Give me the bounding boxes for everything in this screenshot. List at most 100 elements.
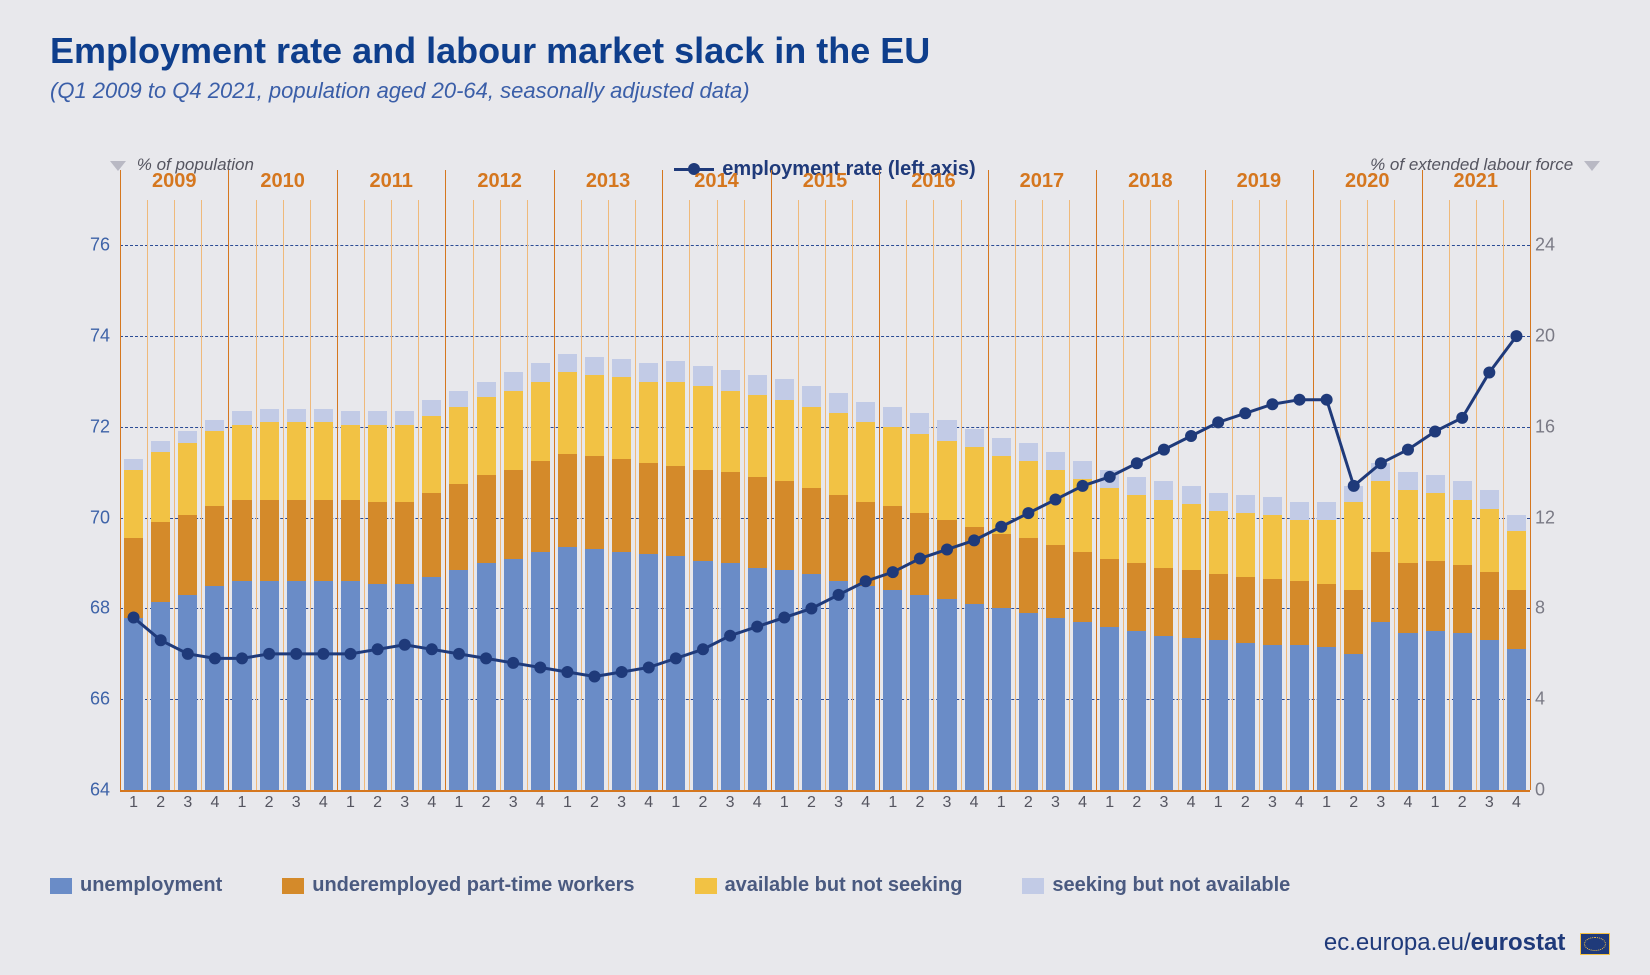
quarter-label: 4 bbox=[418, 794, 445, 812]
legend-item-underemployed: underemployed part-time workers bbox=[282, 874, 634, 897]
legend-label: unemployment bbox=[80, 874, 222, 896]
quarter-label: 4 bbox=[201, 794, 228, 812]
right-axis-tick: 12 bbox=[1535, 507, 1590, 528]
legend-label: underemployed part-time workers bbox=[312, 874, 634, 896]
left-axis-tick: 70 bbox=[55, 507, 110, 528]
year-separator bbox=[1530, 170, 1531, 790]
footer: ec.europa.eu/eurostat bbox=[1324, 929, 1610, 957]
quarter-label: 2 bbox=[798, 794, 825, 812]
left-axis-tick: 68 bbox=[55, 598, 110, 619]
quarter-label: 4 bbox=[852, 794, 879, 812]
quarter-label: 4 bbox=[1069, 794, 1096, 812]
right-axis-tick: 16 bbox=[1535, 416, 1590, 437]
legend-swatch bbox=[50, 878, 72, 894]
year-label: 2015 bbox=[771, 170, 879, 193]
left-axis-tick: 66 bbox=[55, 689, 110, 710]
year-label: 2020 bbox=[1313, 170, 1421, 193]
quarter-label: 4 bbox=[1503, 794, 1530, 812]
year-label: 2018 bbox=[1096, 170, 1204, 193]
quarter-label: 2 bbox=[1449, 794, 1476, 812]
quarter-label: 2 bbox=[473, 794, 500, 812]
right-axis-tick: 20 bbox=[1535, 326, 1590, 347]
chart-title: Employment rate and labour market slack … bbox=[50, 30, 930, 72]
quarter-label: 1 bbox=[1313, 794, 1340, 812]
quarter-label: 2 bbox=[147, 794, 174, 812]
year-label: 2009 bbox=[120, 170, 228, 193]
quarter-label: 2 bbox=[1015, 794, 1042, 812]
right-axis-tick: 4 bbox=[1535, 689, 1590, 710]
quarter-label: 2 bbox=[256, 794, 283, 812]
quarter-label: 2 bbox=[1340, 794, 1367, 812]
quarter-label: 3 bbox=[1150, 794, 1177, 812]
year-label: 2011 bbox=[337, 170, 445, 193]
quarter-label: 4 bbox=[635, 794, 662, 812]
quarter-label: 1 bbox=[1422, 794, 1449, 812]
quarter-label: 2 bbox=[1123, 794, 1150, 812]
quarter-label: 1 bbox=[228, 794, 255, 812]
year-label: 2010 bbox=[228, 170, 336, 193]
legend-label: seeking but not available bbox=[1052, 874, 1290, 896]
quarter-label: 3 bbox=[608, 794, 635, 812]
quarter-label: 4 bbox=[310, 794, 337, 812]
quarter-label: 1 bbox=[988, 794, 1015, 812]
quarter-label: 1 bbox=[662, 794, 689, 812]
year-label: 2016 bbox=[879, 170, 987, 193]
year-label: 2017 bbox=[988, 170, 1096, 193]
legend-swatch bbox=[282, 878, 304, 894]
year-label: 2014 bbox=[662, 170, 770, 193]
legend-item-seeking: seeking but not available bbox=[1022, 874, 1290, 897]
quarter-label: 3 bbox=[1367, 794, 1394, 812]
quarter-label: 3 bbox=[717, 794, 744, 812]
quarter-label: 2 bbox=[906, 794, 933, 812]
right-axis-tick: 0 bbox=[1535, 780, 1590, 801]
quarter-label: 3 bbox=[391, 794, 418, 812]
stack-legend: unemployment underemployed part-time work… bbox=[50, 874, 1600, 897]
legend-swatch bbox=[1022, 878, 1044, 894]
plot-area: 6466687072747604812162024200912342010123… bbox=[120, 200, 1530, 790]
eu-flag-icon bbox=[1580, 933, 1610, 955]
quarter-label: 3 bbox=[500, 794, 527, 812]
quarter-label: 2 bbox=[364, 794, 391, 812]
quarter-label: 4 bbox=[527, 794, 554, 812]
year-label: 2012 bbox=[445, 170, 553, 193]
legend-label: available but not seeking bbox=[725, 874, 963, 896]
left-axis-tick: 64 bbox=[55, 780, 110, 801]
year-label: 2019 bbox=[1205, 170, 1313, 193]
quarter-label: 1 bbox=[771, 794, 798, 812]
legend-item-unemployment: unemployment bbox=[50, 874, 222, 897]
legend-item-available: available but not seeking bbox=[695, 874, 963, 897]
quarter-label: 4 bbox=[744, 794, 771, 812]
quarter-label: 2 bbox=[689, 794, 716, 812]
quarter-label: 4 bbox=[1286, 794, 1313, 812]
quarter-label: 3 bbox=[1042, 794, 1069, 812]
quarter-label: 1 bbox=[337, 794, 364, 812]
left-axis-tick: 76 bbox=[55, 235, 110, 256]
quarter-label: 1 bbox=[1096, 794, 1123, 812]
quarter-label: 2 bbox=[581, 794, 608, 812]
quarter-label: 2 bbox=[1232, 794, 1259, 812]
quarter-label: 4 bbox=[1394, 794, 1421, 812]
year-label: 2013 bbox=[554, 170, 662, 193]
quarter-label: 1 bbox=[554, 794, 581, 812]
legend-swatch bbox=[695, 878, 717, 894]
quarter-label: 1 bbox=[879, 794, 906, 812]
quarter-label: 3 bbox=[933, 794, 960, 812]
quarter-label: 4 bbox=[961, 794, 988, 812]
right-axis-tick: 8 bbox=[1535, 598, 1590, 619]
quarter-label: 1 bbox=[120, 794, 147, 812]
quarter-label: 3 bbox=[1476, 794, 1503, 812]
quarter-label: 1 bbox=[445, 794, 472, 812]
plot-wrapper: % of population % of extended labour for… bbox=[50, 140, 1600, 870]
chart-subtitle: (Q1 2009 to Q4 2021, population aged 20-… bbox=[50, 78, 930, 104]
quarter-label: 4 bbox=[1178, 794, 1205, 812]
quarter-label: 3 bbox=[283, 794, 310, 812]
right-axis-tick: 24 bbox=[1535, 235, 1590, 256]
quarter-label: 1 bbox=[1205, 794, 1232, 812]
left-axis-tick: 74 bbox=[55, 326, 110, 347]
employment-line bbox=[120, 200, 1530, 790]
quarter-label: 3 bbox=[174, 794, 201, 812]
quarter-label: 3 bbox=[1259, 794, 1286, 812]
quarter-label: 3 bbox=[825, 794, 852, 812]
x-axis-baseline bbox=[120, 790, 1530, 792]
year-label: 2021 bbox=[1422, 170, 1530, 193]
